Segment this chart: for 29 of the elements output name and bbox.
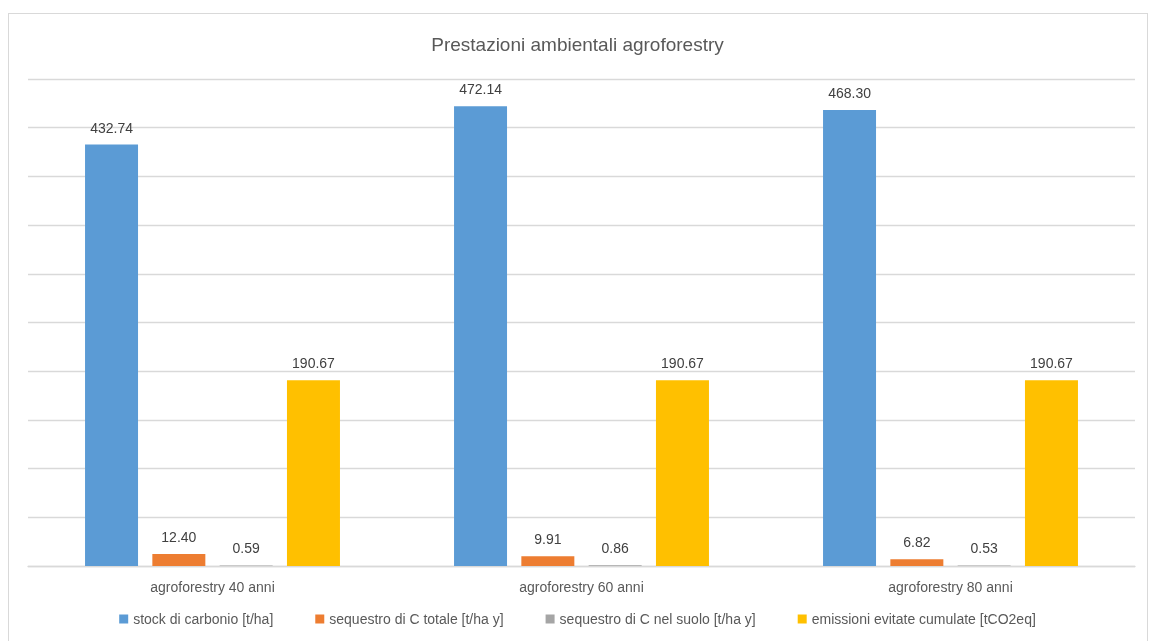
chart-title: Prestazioni ambientali agroforestry [431, 34, 725, 55]
bar [890, 559, 944, 566]
data-label: 6.82 [903, 534, 931, 551]
bar [655, 380, 709, 566]
data-label: 190.67 [661, 355, 705, 372]
bar [152, 553, 206, 566]
data-label: 9.91 [534, 531, 562, 548]
bar [1024, 380, 1078, 566]
x-tick-label: agroforestry 60 anni [519, 579, 644, 595]
legend-label: emissioni evitate cumulate [tCO2eq] [811, 611, 1036, 627]
legend-label: sequestro di C nel suolo [t/ha y] [559, 611, 756, 627]
data-label: 0.86 [601, 540, 629, 557]
bar [521, 556, 575, 566]
legend-label: sequestro di C totale [t/ha y] [329, 611, 504, 627]
data-label: 472.14 [459, 81, 503, 98]
data-label: 12.40 [161, 528, 197, 545]
data-label: 0.59 [232, 540, 260, 557]
data-label: 190.67 [292, 355, 336, 372]
data-label: 468.30 [828, 84, 872, 101]
data-label: 432.74 [90, 119, 134, 136]
bar [286, 380, 340, 566]
bar [85, 144, 139, 566]
bar [454, 106, 508, 566]
x-tick-label: agroforestry 40 anni [150, 579, 275, 595]
x-tick-label: agroforestry 80 anni [888, 579, 1013, 595]
data-label: 0.53 [970, 540, 998, 557]
bar [823, 109, 877, 566]
legend-label: stock di carbonio [t/ha] [133, 611, 274, 627]
data-label: 190.67 [1030, 355, 1074, 372]
